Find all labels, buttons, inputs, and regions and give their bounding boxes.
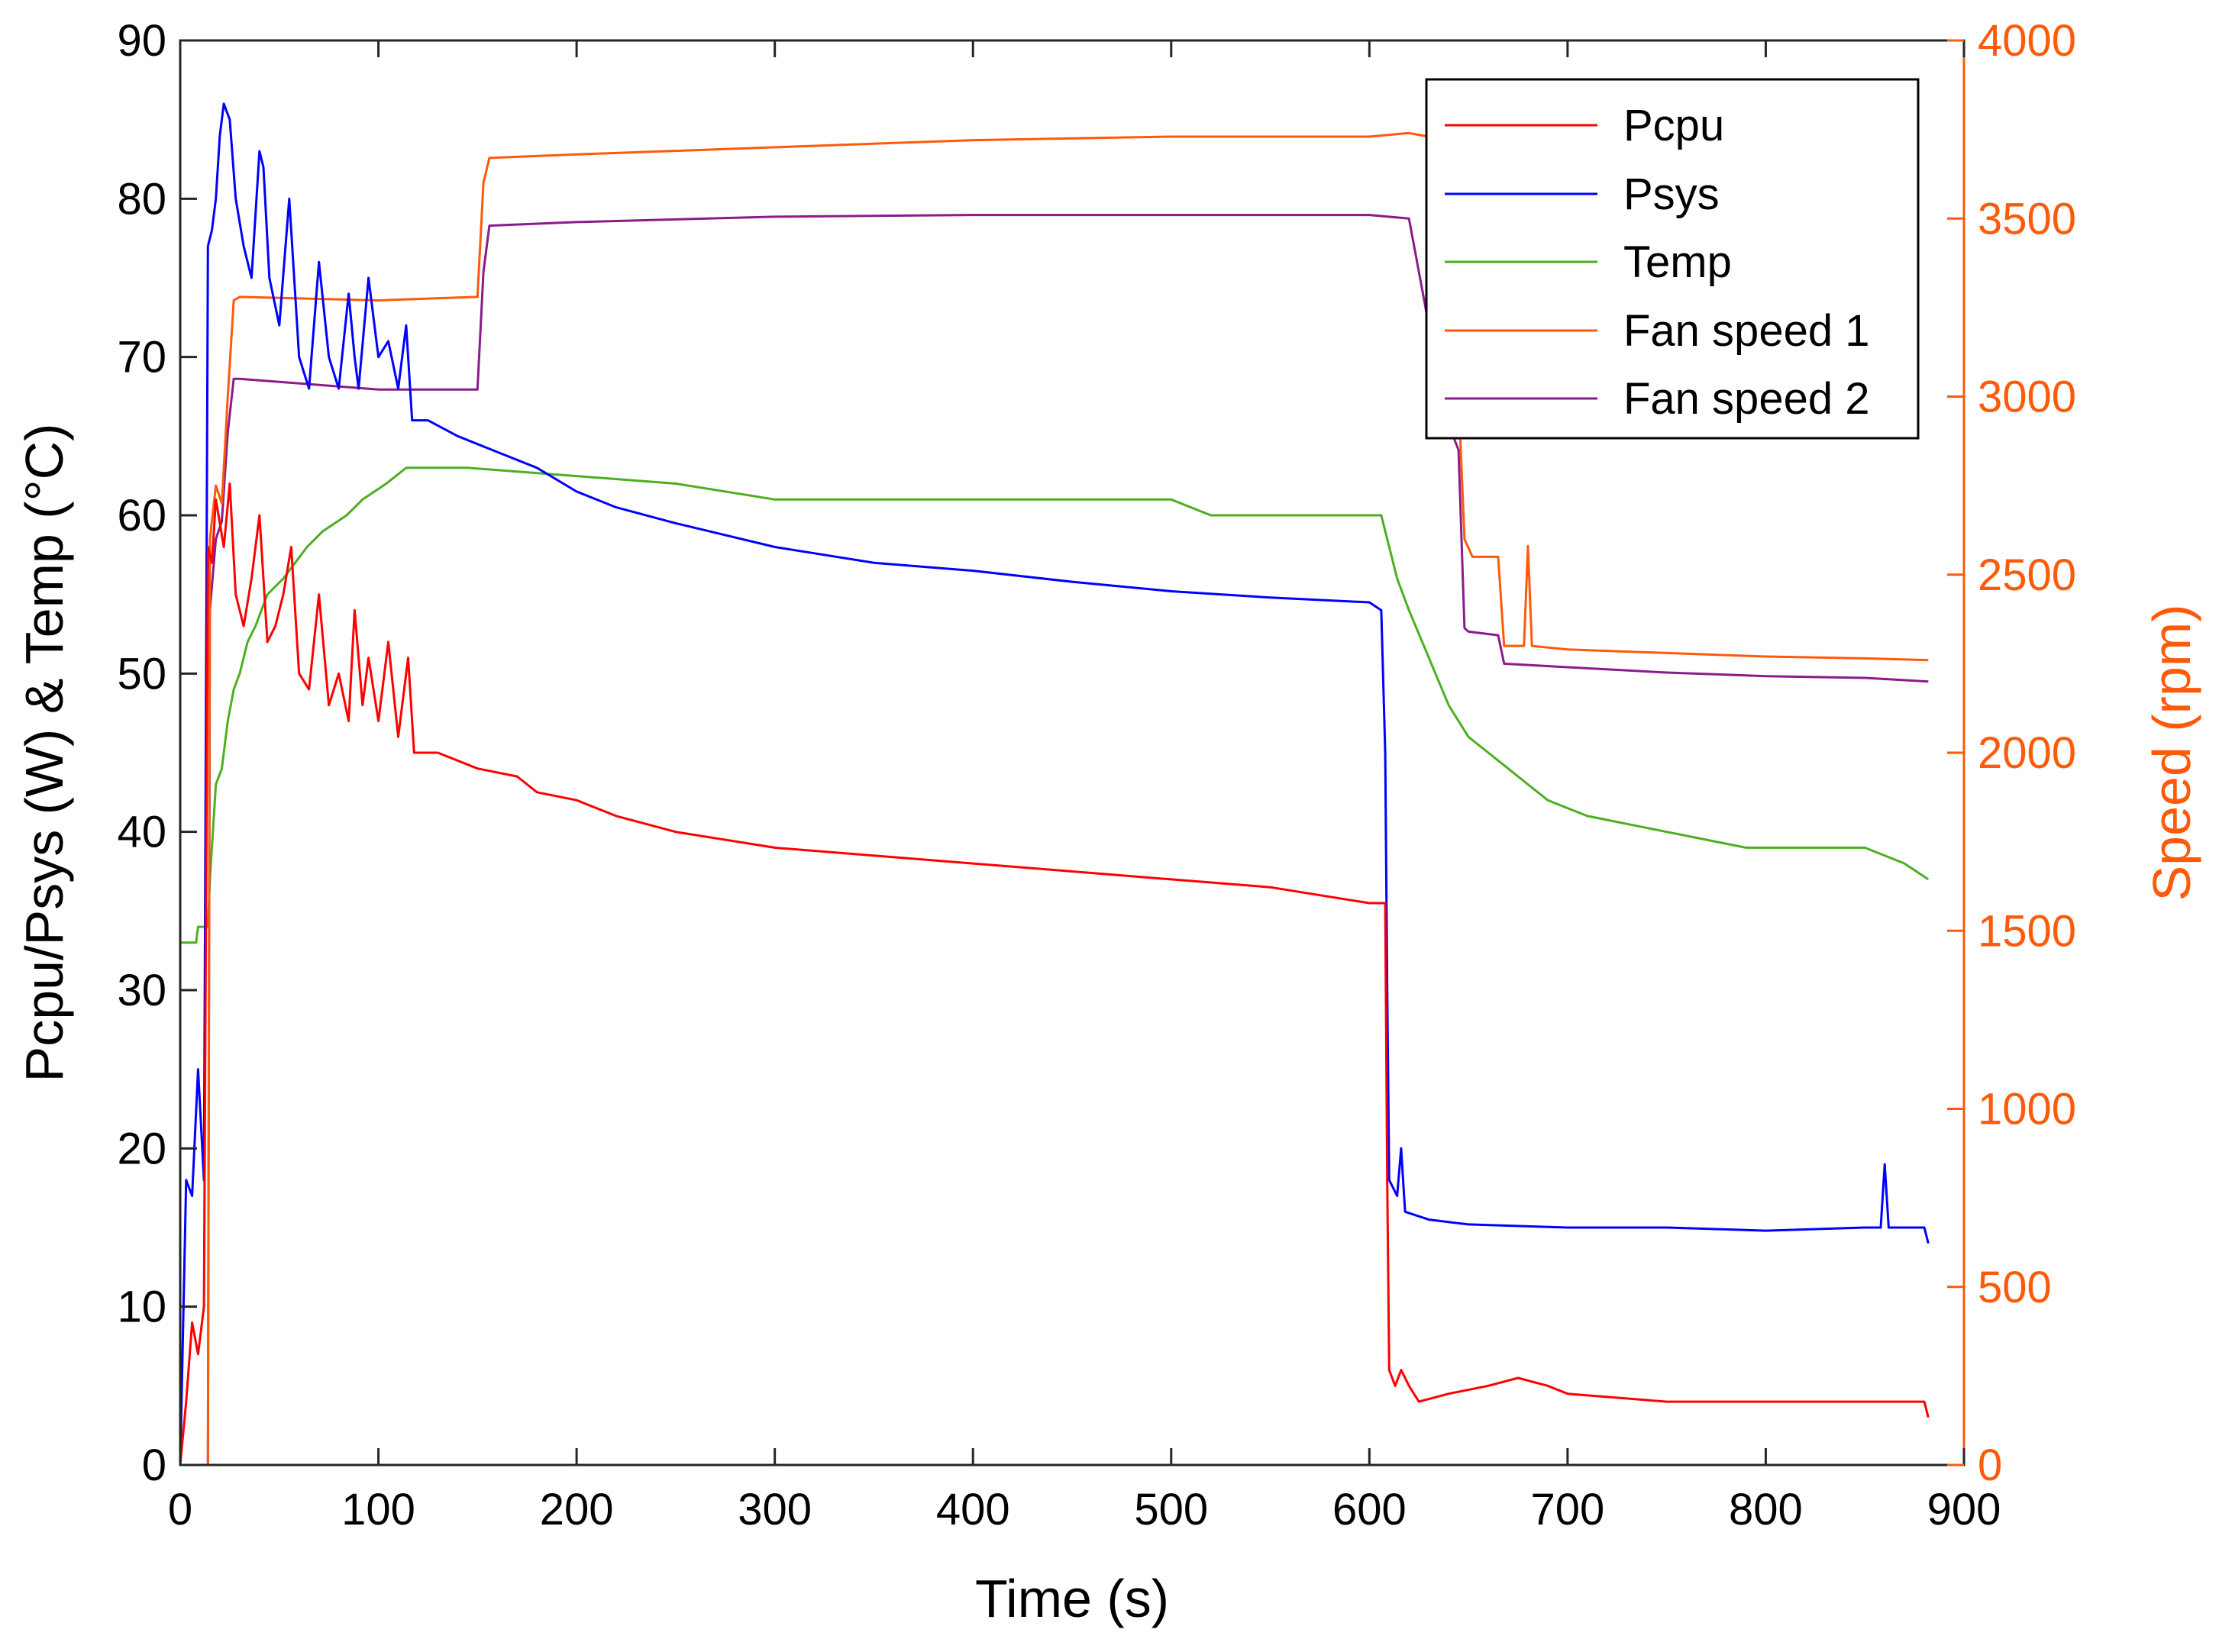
left-y-tick-label: 30 [117, 966, 166, 1015]
legend-box [1425, 78, 1920, 440]
x-tick-label: 500 [1134, 1485, 1208, 1534]
legend-item-fan-speed-1: Fan speed 1 [1445, 306, 1869, 356]
series-line-pcpu [179, 482, 1930, 1466]
right-y-tick-label: 1000 [1978, 1085, 2076, 1134]
right-y-tick-label: 3500 [1978, 194, 2076, 244]
right-y-axis-title: Speed (rpm) [2142, 604, 2201, 901]
left-y-tick-label: 90 [117, 16, 166, 66]
x-tick-label: 700 [1530, 1485, 1604, 1534]
right-y-tick-label: 1500 [1978, 906, 2076, 956]
right-y-tick-label: 500 [1978, 1263, 2052, 1312]
left-y-tick-label: 80 [117, 174, 166, 224]
left-y-axis-ticks: 0 10 20 30 40 50 60 70 80 90 [117, 16, 197, 1490]
left-y-tick-label: 20 [117, 1124, 166, 1173]
right-y-axis-ticks: 0 500 1000 1500 2000 2500 3000 3500 4000 [1947, 16, 2076, 1490]
legend: Pcpu Psys Temp Fan speed 1 Fan speed 2 [1425, 78, 1920, 440]
x-tick-label: 0 [168, 1485, 192, 1534]
right-y-tick-label: 3000 [1978, 373, 2076, 422]
x-tick-label: 400 [936, 1485, 1010, 1534]
x-tick-label: 300 [738, 1485, 812, 1534]
left-y-axis-title: Pcpu/Psys (W) & Temp (°C) [15, 424, 74, 1083]
series-line-temp [180, 466, 1930, 944]
x-tick-label: 600 [1332, 1485, 1407, 1534]
x-axis-ticks: 0 100 200 300 400 500 600 700 800 900 [168, 40, 2001, 1534]
x-tick-label: 200 [540, 1485, 614, 1534]
legend-label-fan-speed-1: Fan speed 1 [1623, 306, 1869, 356]
right-y-tick-label: 4000 [1978, 16, 2076, 66]
left-y-tick-label: 70 [117, 333, 166, 382]
left-y-tick-label: 60 [117, 491, 166, 540]
legend-label-pcpu: Pcpu [1623, 101, 1724, 150]
legend-item-fan-speed-2: Fan speed 2 [1445, 374, 1869, 424]
right-y-tick-label: 2000 [1978, 728, 2076, 778]
x-tick-label: 900 [1927, 1485, 2001, 1534]
left-y-tick-label: 10 [117, 1283, 166, 1332]
legend-label-fan-speed-2: Fan speed 2 [1623, 374, 1869, 424]
left-y-tick-label: 40 [117, 808, 166, 857]
left-y-tick-label: 50 [117, 649, 166, 699]
legend-label-temp: Temp [1623, 237, 1732, 287]
left-y-tick-label: 0 [142, 1441, 166, 1490]
legend-item-pcpu: Pcpu [1445, 101, 1724, 150]
legend-label-psys: Psys [1623, 169, 1720, 219]
x-tick-label: 800 [1729, 1485, 1803, 1534]
series-line-fan1 [180, 131, 1929, 1466]
series-layer [179, 102, 1930, 1466]
legend-item-psys: Psys [1445, 169, 1720, 219]
right-y-tick-label: 2500 [1978, 550, 2076, 600]
x-axis-title: Time (s) [975, 1569, 1169, 1628]
legend-item-temp: Temp [1445, 237, 1732, 287]
x-tick-label: 100 [341, 1485, 415, 1534]
series-line-psys [179, 102, 1930, 1466]
right-y-tick-label: 0 [1978, 1441, 2002, 1490]
series-line-fan2 [180, 214, 1929, 1466]
